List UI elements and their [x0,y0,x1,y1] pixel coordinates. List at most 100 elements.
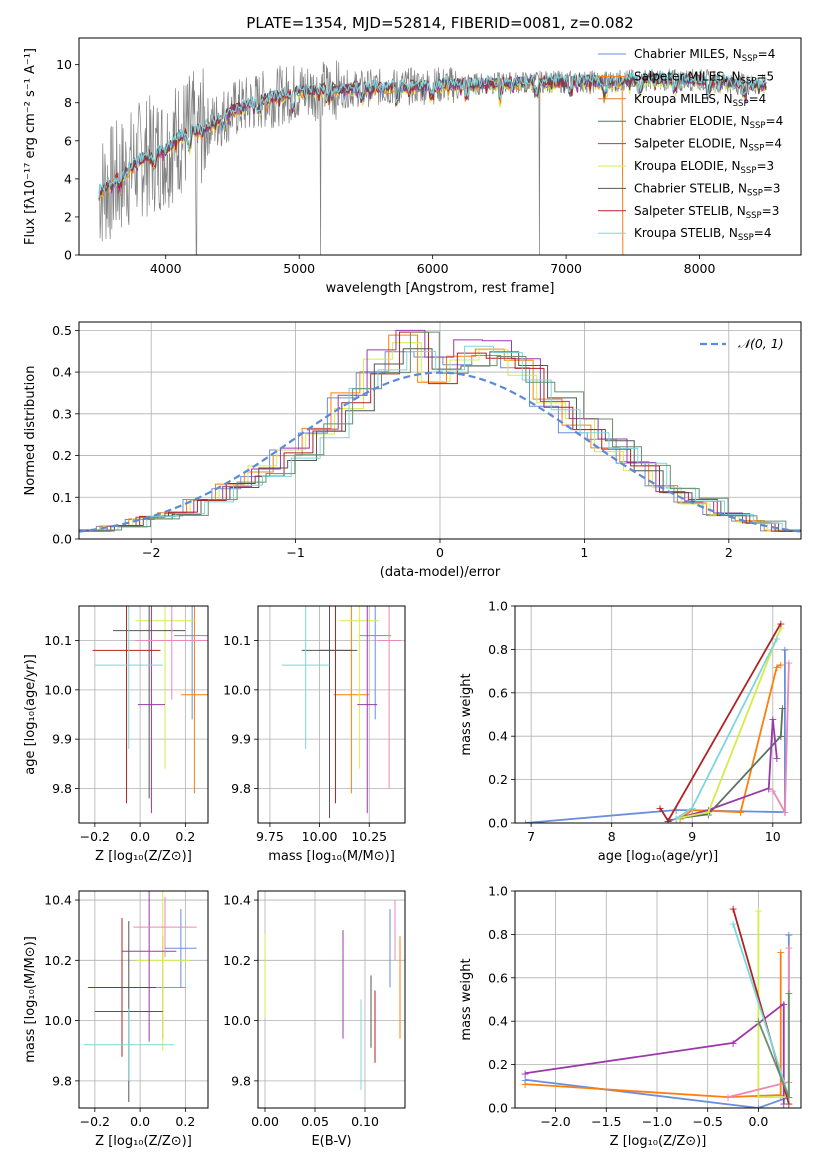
weight-marker: + [772,633,781,646]
y-tick-label: 0 [64,248,72,263]
x-tick-label: 6000 [417,261,449,276]
x-tick-label: 1 [580,545,588,560]
y-tick-label: 0.4 [52,365,72,380]
y-tick-label: 9.8 [231,781,251,796]
y-axis-label: age [log₁₀(age/yr)] [23,654,38,775]
weight-marker: + [776,617,785,630]
y-tick-label: 8 [64,95,72,110]
plot-area [98,60,767,255]
y-tick-label: 0.1 [52,490,72,505]
x-tick-label: −0.2 [80,1114,110,1129]
y-tick-label: 0.0 [488,1101,508,1116]
y-axis-label: Flux [fλ10⁻¹⁷ erg cm⁻² s⁻¹ A⁻¹] [23,48,38,245]
histogram-step-kroupa_elodie [79,342,797,532]
y-tick-label: 4 [64,171,72,186]
weight-marker: + [704,808,713,821]
plot-area: ++++++ ++++++++ +++++++++++ [515,891,801,1115]
weight-marker: + [672,813,681,826]
figure-title: PLATE=1354, MJD=52814, FIBERID=0081, z=0… [246,14,633,32]
model-spectrum-kroupa_stelib [98,70,767,198]
panel-spectrum: 4000 5000 6000 7000 8000 0 2 4 6 8 10 wavelength [A… [23,37,802,296]
panel-mass_weight_vs_Z: ++++++ ++++++++ +++++++++++−2.0 −1.5 −1.0 −0.… [459,884,802,1149]
weight-marker: + [778,702,787,715]
weight-marker: + [784,1091,793,1104]
y-tick-label: 10.2 [44,953,72,968]
y-tick-label: 9.9 [231,732,251,747]
weight-line-salpeter_elodie [525,1002,785,1104]
y-tick-label: 0.2 [488,772,508,787]
y-axis-label: Normed distribution [23,366,38,496]
x-axis-label: Z [log₁₀(Z/Z⊙)] [95,849,192,864]
legend-entry: Kroupa MILES, NSSP=4 [634,92,766,109]
weight-marker: + [723,1091,732,1104]
weight-marker: + [736,806,745,819]
legend-entry: Kroupa ELODIE, NSSP=3 [634,159,774,176]
weight-marker: + [779,998,788,1011]
y-tick-label: 10.0 [44,682,72,697]
plot-area [79,606,208,823]
y-tick-label: 9.8 [231,1073,251,1088]
weight-marker: + [768,784,777,797]
x-tick-label: −2 [142,545,160,560]
weight-marker: + [754,1102,763,1115]
y-axis-label: mass weight [459,958,474,1040]
y-tick-label: 10.0 [44,1013,72,1028]
weight-marker: + [663,815,672,828]
weight-line-kroupa_stelib [732,923,790,1098]
weight-line-pink [772,662,790,816]
axes-frame [78,605,209,824]
x-tick-label: 8000 [684,261,716,276]
y-tick-label: 2 [64,209,72,224]
x-tick-label: 10.00 [302,829,338,844]
weight-marker: + [521,817,530,830]
weight-marker: + [688,804,697,817]
histogram-step-salpeter_miles [79,334,794,532]
weight-marker: + [776,1089,785,1102]
legend-entry: Salpeter STELIB, NSSP=3 [634,204,779,221]
normal-reference-curve [79,371,801,533]
plot-area [258,606,405,823]
y-tick-label: 10.2 [223,953,251,968]
histogram-step-chabrier_stelib [85,348,801,532]
x-tick-label: −1.0 [642,1114,672,1129]
weight-line-salpeter_stelib [659,622,782,823]
axes-frame [78,890,209,1109]
weight-marker: + [521,1078,530,1091]
plot-area [79,891,208,1108]
weight-marker: + [655,802,664,815]
weight-marker: + [784,1091,793,1104]
weight-marker: + [776,659,785,672]
y-tick-label: 9.8 [52,781,72,796]
x-tick-label: 0.00 [251,1114,279,1129]
x-tick-label: 0.10 [351,1114,379,1129]
x-tick-label: 0 [436,545,444,560]
weight-marker: + [776,622,785,635]
x-tick-label: −1.5 [591,1114,621,1129]
y-tick-label: 0.4 [488,1014,508,1029]
plot-area: ++ ++++ ++++ ++++++++++++++++++++ [515,606,801,830]
plot-area [258,891,405,1108]
y-tick-label: 0.8 [488,642,508,657]
x-tick-label: 4000 [150,261,182,276]
weight-marker: + [728,902,737,915]
x-tick-label: −2.0 [540,1114,570,1129]
y-tick-label: 1.0 [488,599,508,614]
y-tick-label: 6 [64,133,72,148]
axes-frame [78,37,802,256]
weight-marker: + [784,1098,793,1111]
legend-entry: Salpeter ELODIE, NSSP=4 [634,137,782,154]
y-tick-label: 10.0 [223,682,251,697]
x-tick-label: −1 [286,545,304,560]
weight-marker: + [784,656,793,669]
y-tick-label: 0.6 [488,970,508,985]
x-axis-label: wavelength [Angstrom, rest frame] [326,281,555,296]
x-tick-label: 9 [688,829,696,844]
x-tick-label: 10.25 [351,829,387,844]
y-tick-label: 10 [56,57,72,72]
legend-entry: Chabrier ELODIE, NSSP=4 [634,114,783,131]
weight-line-kroupa_elodie [675,627,782,820]
weight-marker: + [784,941,793,954]
weight-marker: + [728,1037,737,1050]
x-tick-label: 10 [765,829,781,844]
